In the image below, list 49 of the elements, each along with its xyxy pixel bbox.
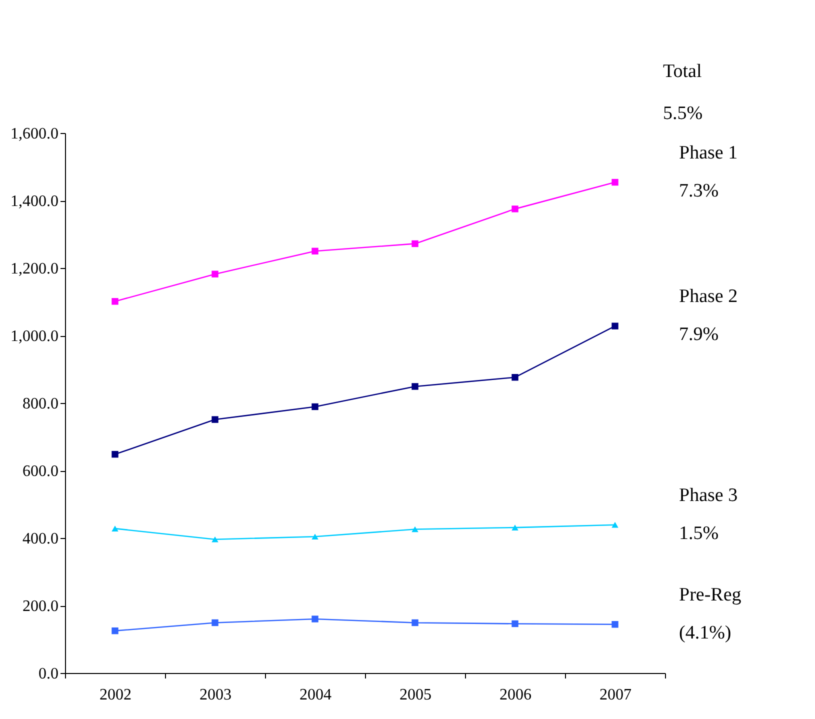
point [212,619,218,626]
point [212,270,218,278]
y-tick-label: 1,400.0 [10,193,58,210]
x-tick-label: 2003 [200,686,232,704]
text: 1.5% [679,522,719,544]
text: 5.5% [663,103,703,124]
point [512,374,518,381]
point [512,206,518,212]
y-tick-label: 800.0 [22,396,58,412]
point [112,627,118,634]
point [412,240,418,248]
x-tick-label: 2007 [600,686,632,704]
point [312,534,318,540]
text: Pre-Reg [679,584,742,606]
y-tick-label: 1,600.0 [10,126,58,142]
y-tick-label: 1,000.0 [10,328,58,345]
point [612,178,618,186]
text: Phase 2 [679,286,738,308]
y-tick-label: 0.0 [38,666,58,682]
point [112,298,118,305]
text: Total [663,61,702,82]
point [312,248,318,254]
text: 7.3% [679,180,719,202]
point [512,524,518,530]
text: (4.1%) [679,622,732,644]
point [112,450,118,458]
text: Phase 3 [679,484,738,506]
y-tick-label: 400.0 [22,530,58,548]
y-tick-label: 200.0 [22,598,58,615]
point [612,522,618,528]
point [412,619,418,626]
point [512,620,518,628]
point [312,403,318,410]
x-tick-label: 2004 [300,686,332,704]
point [112,526,118,532]
point [412,526,418,532]
point [612,322,618,330]
x-tick-label: 2006 [500,686,532,704]
y-tick-label: 1,200.0 [10,260,58,278]
text: 7.9% [679,324,719,346]
point [312,616,318,622]
point [412,383,418,390]
point [612,621,618,628]
x-tick-label: 2002 [100,686,132,704]
y-tick-label: 600.0 [22,463,58,480]
point [212,536,218,542]
point [212,416,218,423]
text: Phase 1 [679,142,738,164]
x-tick-label: 2005 [400,686,432,704]
